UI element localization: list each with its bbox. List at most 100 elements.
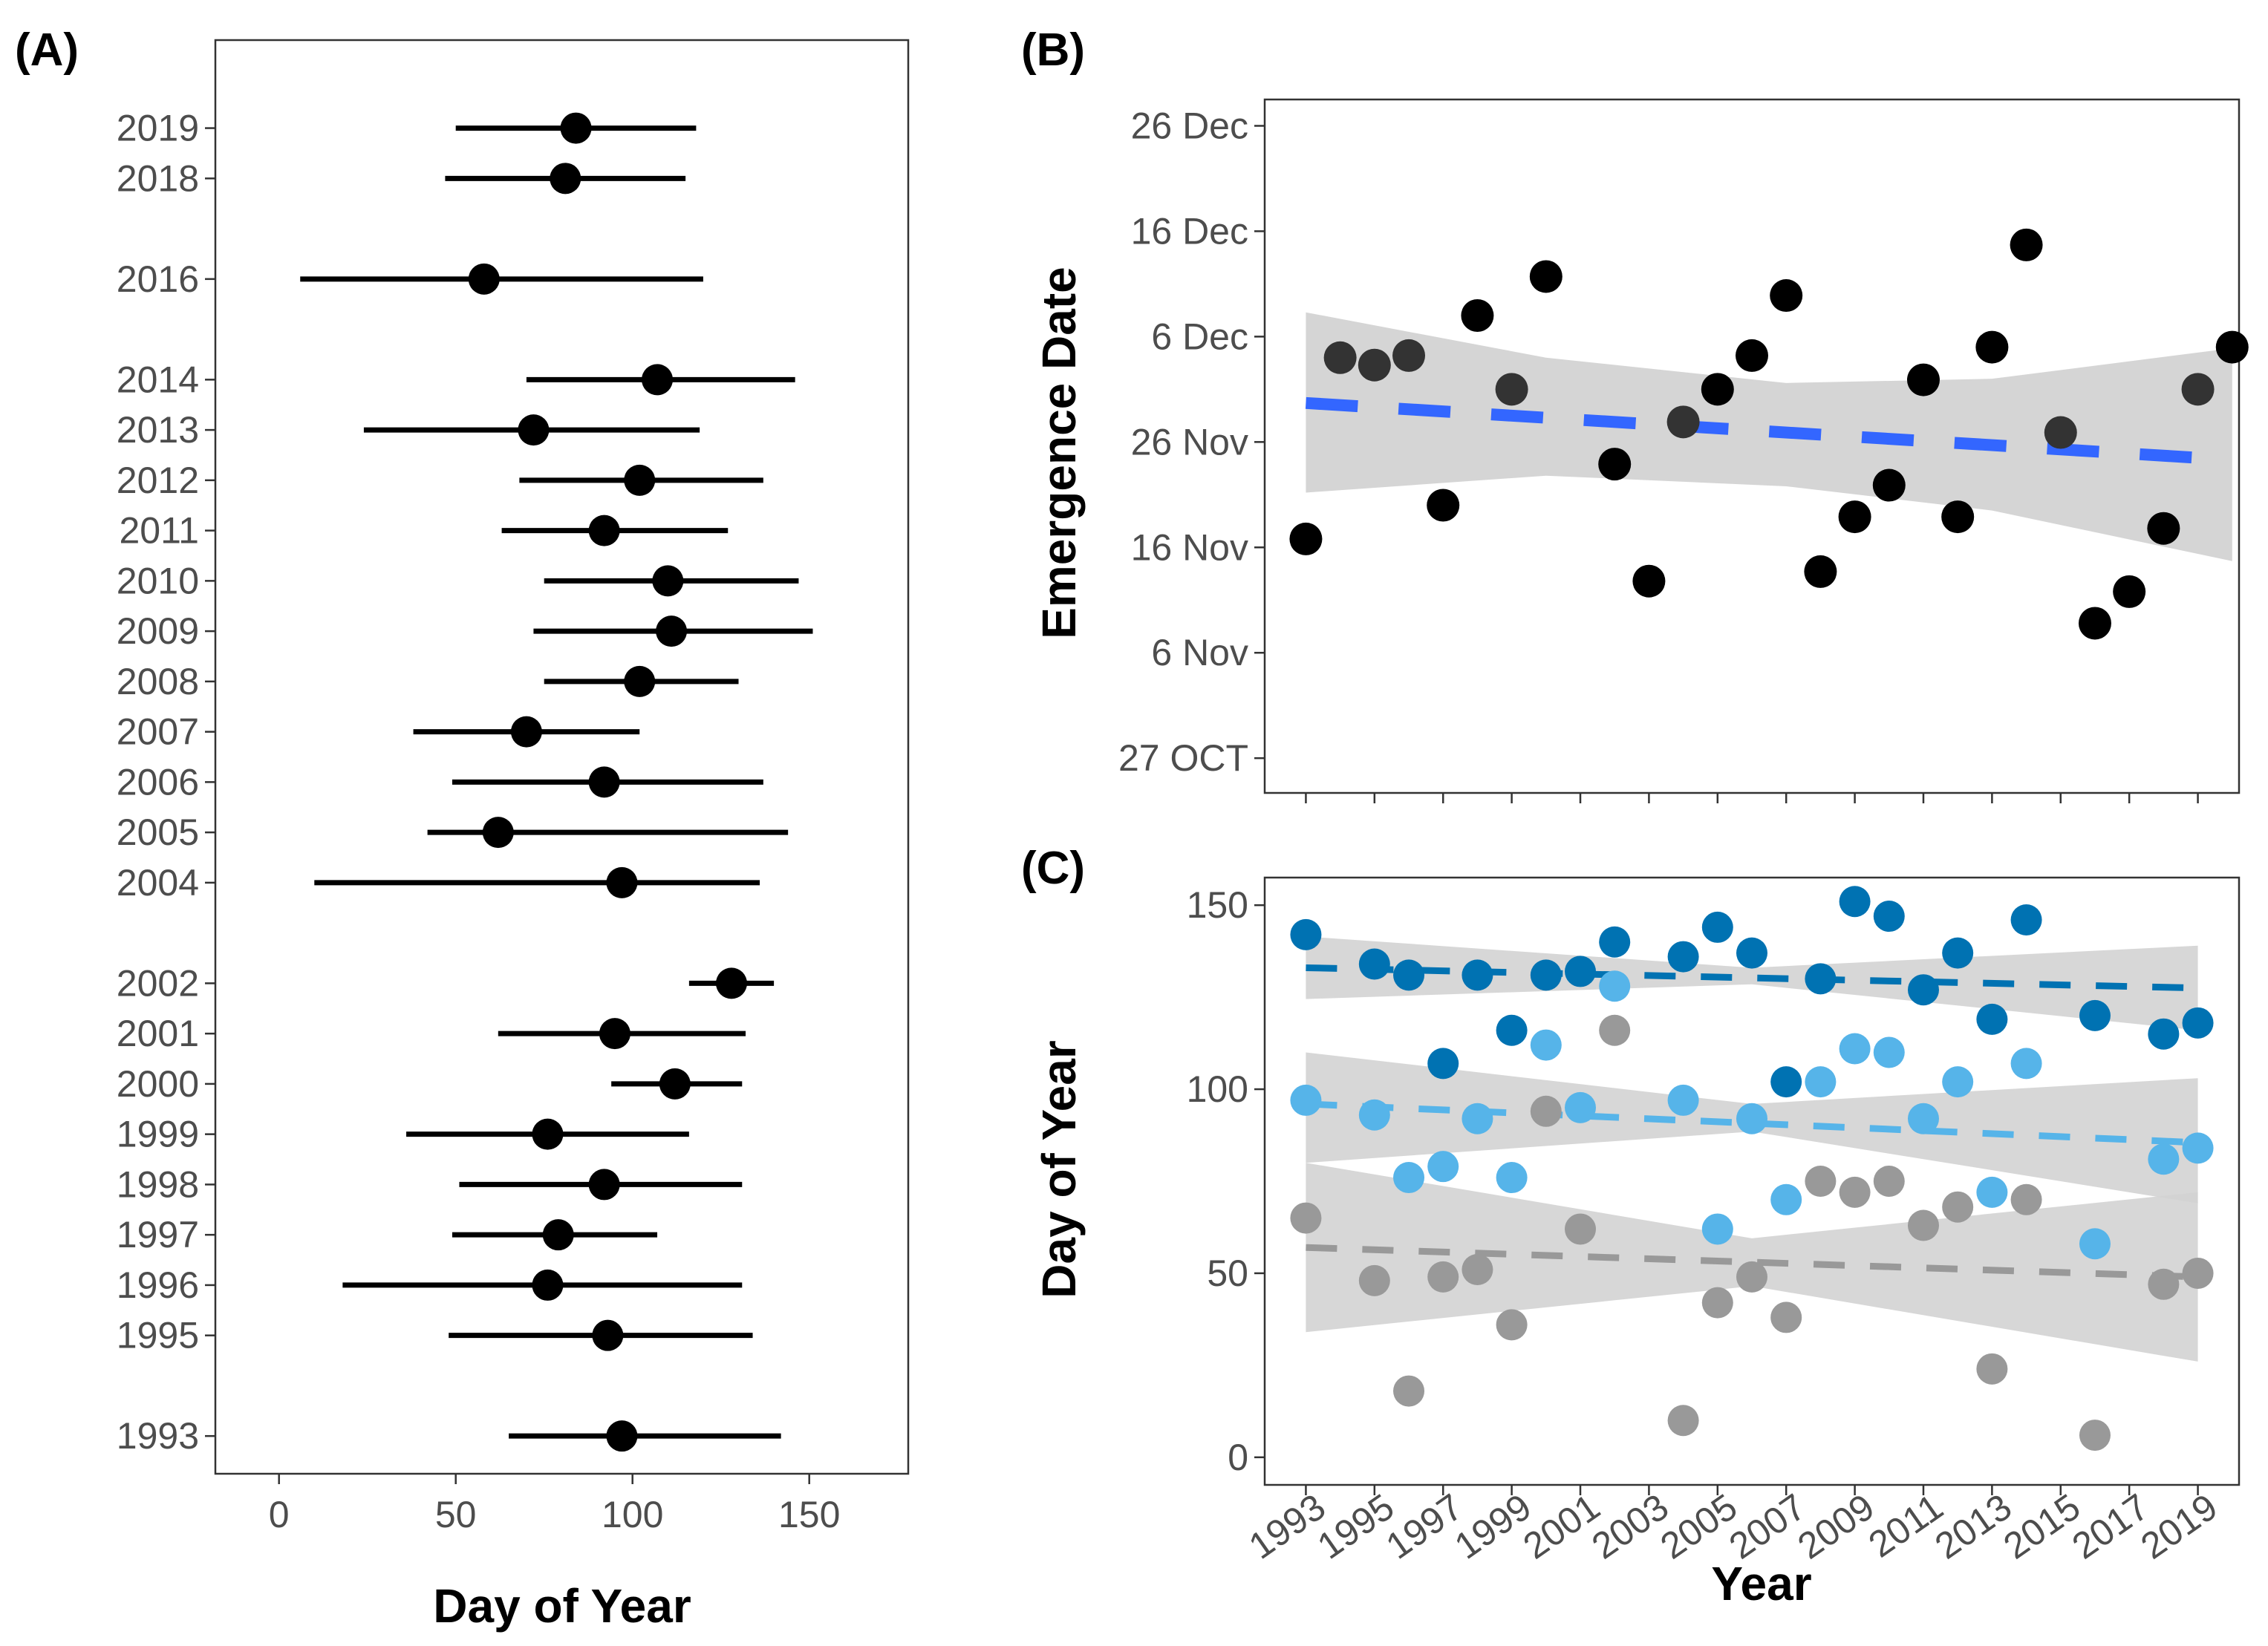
panel-c-point-mid (1770, 1183, 1802, 1215)
panel-a-mean-point (510, 716, 542, 748)
panel-c-point-early (1736, 937, 1767, 969)
panel-c-label: (C) (1021, 843, 1085, 894)
panel-a-x-tick-label: 50 (435, 1494, 477, 1535)
panel-c-point-early (1427, 1048, 1459, 1080)
panel-a-mean-point (624, 464, 656, 496)
panel-a-mean-point (588, 766, 620, 798)
panel-b-data-point (1323, 341, 1357, 374)
panel-a-mean-point (518, 414, 550, 446)
panel-a-mean-point (606, 1420, 638, 1452)
panel-a-y-tick-label: 2001 (117, 1013, 199, 1054)
panel-c-point-early (1530, 959, 1562, 991)
panel-c-point-early (1907, 974, 1939, 1006)
panel-b-data-point (1872, 468, 1906, 502)
panel-c-point-mid (1393, 1162, 1425, 1194)
panel-c-point-early (1770, 1066, 1802, 1098)
panel-a: 0 50 100 150 2019 2018 2016 2014 2013 2012 2011 201… (117, 39, 910, 1535)
panel-c-y-axis-label: Day of Year (1032, 1040, 1086, 1298)
panel-a-y-tick-label: 2010 (117, 560, 199, 601)
panel-a-mean-point (550, 163, 581, 195)
panel-c-point-early (1839, 886, 1871, 918)
panel-a-y-tick-label: 2008 (117, 661, 199, 702)
panel-c-point-late (1565, 1213, 1597, 1245)
panel-b-data-point (1906, 363, 1940, 396)
panel-a-mean-point (652, 565, 684, 597)
panel-a-mean-point (715, 967, 747, 999)
panel-c-point-early (1290, 918, 1322, 950)
panel-a-y-tick-label: 1993 (117, 1415, 199, 1457)
panel-b-label: (B) (1021, 25, 1085, 76)
panel-c-point-early (1599, 926, 1631, 958)
panel-b-data-point (2044, 416, 2077, 449)
panel-b-data-point (2181, 373, 2215, 406)
panel-c-point-mid (1427, 1151, 1459, 1183)
panel-b-data-point (1598, 448, 1632, 481)
panel-a-mean-point (482, 817, 514, 849)
panel-b-data-point (1632, 564, 1666, 598)
panel-b-data-point (1770, 279, 1803, 313)
panel-a-y-tick-label: 1995 (117, 1315, 199, 1356)
panel-a-y-tick-label: 2002 (117, 962, 199, 1004)
panel-a-mean-point (656, 615, 688, 647)
panel-c-point-mid (1358, 1099, 1390, 1131)
panel-a-label: (A) (15, 25, 79, 76)
panel-c-point-late (1667, 1405, 1699, 1437)
panel-c-point-early (1701, 911, 1733, 943)
panel-c-x-axis-label: Year (1711, 1557, 1811, 1610)
panel-c-point-mid (1701, 1213, 1733, 1245)
panel-a-y-tick-label: 2006 (117, 761, 199, 803)
panel-a-y-tick-label: 2009 (117, 610, 199, 652)
panel-b-data-point (2078, 607, 2111, 640)
panel-c-x-tick-label: 2019 (2134, 1486, 2225, 1567)
panel-c-point-mid (1530, 1029, 1562, 1061)
panel-b-data-point (1495, 373, 1528, 406)
panel-c-point-late (1805, 1166, 1837, 1197)
panel-c-point-mid (2079, 1228, 2111, 1260)
panel-b-y-tick-label: 16 Nov (1131, 526, 1248, 568)
panel-c-point-late (1701, 1287, 1733, 1319)
panel-a-mean-point (606, 866, 638, 898)
panel-c-point-late (1530, 1095, 1562, 1127)
panel-b-data-point (1358, 348, 1391, 382)
panel-b-data-point (1804, 555, 1837, 588)
panel-a-plot-frame (214, 39, 910, 1475)
panel-a-y-tick-label: 2000 (117, 1063, 199, 1105)
panel-c-point-early (1565, 956, 1597, 987)
panel-c-plot-frame (1263, 876, 2241, 1486)
panel-c-point-late (2148, 1268, 2180, 1300)
panel-c-point-early (2079, 999, 2111, 1031)
panel-c-point-late (1358, 1264, 1390, 1296)
panel-a-mean-point (588, 515, 620, 546)
panel-c-point-late (1907, 1209, 1939, 1241)
panel-b-data-point (1736, 339, 1768, 372)
panel-c-point-mid (1667, 1084, 1699, 1116)
panel-c-point-early (1496, 1014, 1528, 1046)
panel-a-mean-point (588, 1169, 620, 1201)
panel-c-point-late (1427, 1261, 1459, 1293)
panel-c-point-late (1496, 1309, 1528, 1341)
panel-c-point-early (1462, 959, 1493, 991)
panel-b-y-axis-label: Emergence Date (1032, 267, 1086, 639)
panel-a-mean-point (542, 1219, 574, 1251)
panel-c-point-late (1770, 1302, 1802, 1333)
panel-a-mean-point (532, 1269, 564, 1301)
panel-b-data-point (1941, 500, 1975, 534)
panel-c-point-early (2010, 904, 2042, 936)
panel-a-y-tick-label: 2013 (117, 409, 199, 451)
panel-c-point-early (1358, 948, 1390, 980)
panel-a-mean-point (592, 1319, 624, 1351)
panel-b-data-point (2113, 575, 2146, 608)
panel-c-y-tick-label: 100 (1187, 1068, 1248, 1110)
panel-c-y-tick-label: 0 (1228, 1437, 1248, 1478)
panel-a-mean-point (532, 1118, 564, 1150)
panel-a-mean-point (659, 1068, 691, 1100)
panel-a-y-tick-label: 2014 (117, 359, 199, 400)
panel-c-point-mid (1839, 1033, 1871, 1065)
panel-c-point-early (2148, 1018, 2180, 1050)
panel-c-point-mid (1873, 1036, 1905, 1068)
panel-b-data-point (1838, 500, 1871, 534)
panel-c-point-late (2079, 1420, 2111, 1451)
panel-c-trend-line-early (1306, 964, 2198, 992)
panel-b-data-point (1701, 373, 1734, 406)
